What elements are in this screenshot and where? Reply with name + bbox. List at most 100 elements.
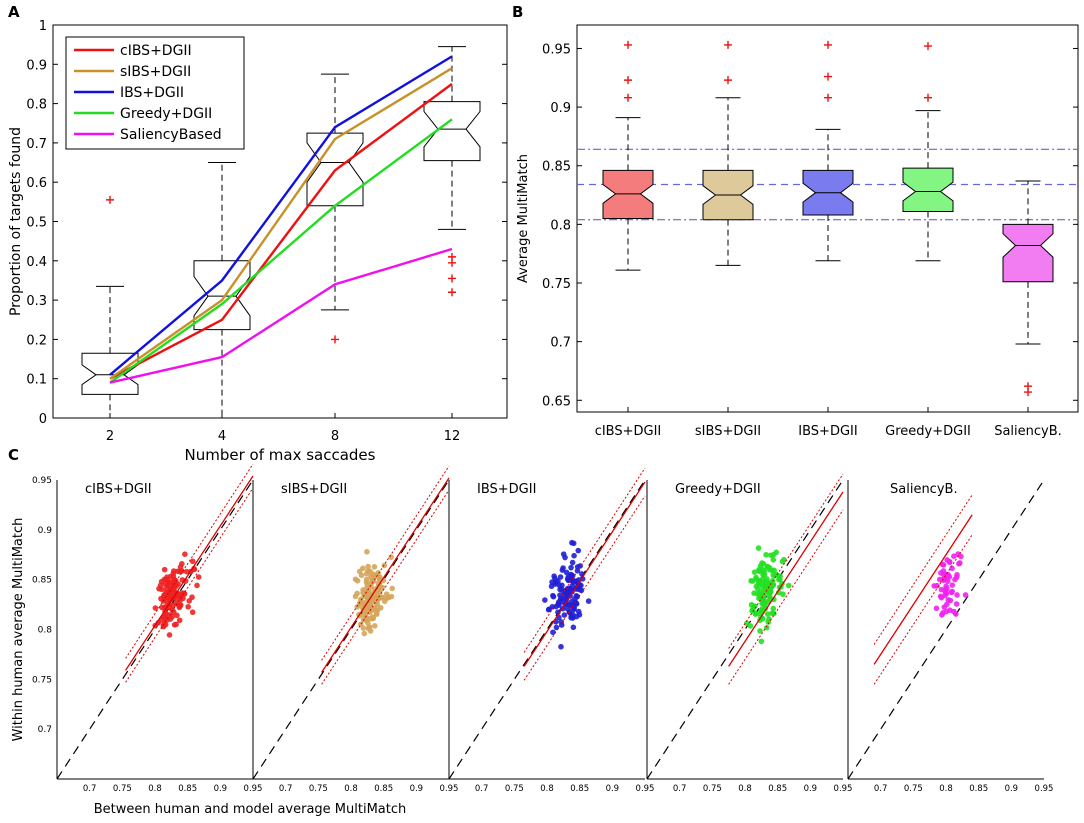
scatter-point bbox=[182, 551, 188, 557]
box-b-saliencyb--box bbox=[1002, 223, 1054, 283]
scatter-point bbox=[368, 600, 374, 607]
scatter-point bbox=[566, 576, 573, 583]
x-tick-label-c: 0.8 bbox=[344, 784, 358, 794]
scatter-subplot-saliencyb-: 0.7 0.75 0.8 0.85 0.9 0.95 SaliencyB. bbox=[847, 479, 1053, 794]
panel-b-chart: 0.65 0.7 0.75 0.8 0.85 0.9 0.95 Average MultiMa… bbox=[516, 24, 1079, 439]
scatter-point bbox=[755, 545, 762, 551]
x-tick-label-b: sIBS+DGII bbox=[695, 424, 761, 439]
x-axis-label-c: Between human and model average MultiMat… bbox=[94, 802, 407, 817]
scatter-point bbox=[761, 601, 767, 607]
fit-line bbox=[728, 491, 844, 667]
y-tick-label-c: 0.75 bbox=[32, 675, 52, 685]
scatter-point bbox=[553, 624, 560, 631]
subplot-title-c: sIBS+DGII bbox=[281, 482, 347, 497]
scatter-point bbox=[770, 582, 777, 588]
y-tick-label-a: 0.3 bbox=[26, 294, 47, 309]
scatter-point bbox=[365, 563, 371, 570]
scatter-point bbox=[571, 552, 577, 559]
scatter-point bbox=[770, 557, 777, 563]
scatter-point bbox=[749, 578, 756, 584]
scatter-point bbox=[162, 581, 168, 588]
scatter-point bbox=[943, 583, 949, 590]
scatter-point bbox=[551, 573, 557, 579]
y-tick-label-c: 0.95 bbox=[32, 476, 52, 486]
scatter-point bbox=[156, 585, 162, 592]
scatter-point bbox=[764, 563, 771, 570]
scatter-subplot-greedy-dgii: 0.7 0.75 0.8 0.85 0.9 0.95 Greedy+DGII bbox=[646, 473, 853, 794]
identity-line bbox=[847, 479, 1045, 780]
y-tick-label-a: 0.4 bbox=[26, 255, 47, 270]
scatter-point bbox=[363, 576, 370, 583]
scatter-point bbox=[755, 586, 761, 592]
scatter-point bbox=[948, 589, 955, 596]
y-axis-label-b: Average MultiMatch bbox=[516, 154, 531, 283]
scatter-point bbox=[758, 638, 765, 645]
legend-label: cIBS+DGII bbox=[120, 43, 192, 59]
x-tick-label-a: 12 bbox=[444, 429, 461, 444]
x-tick-label-c: 0.95 bbox=[834, 784, 853, 794]
scatter-point bbox=[760, 572, 766, 578]
scatter-point bbox=[352, 576, 359, 583]
scatter-point bbox=[569, 559, 576, 566]
scatter-point bbox=[195, 574, 202, 580]
fit-band-lower bbox=[728, 509, 844, 685]
y-tick-label-a: 0.1 bbox=[26, 373, 47, 388]
scatter-point bbox=[781, 556, 787, 563]
x-tick-label-c: 0.95 bbox=[440, 784, 459, 794]
box-a-12-box bbox=[423, 101, 481, 162]
panel-label-c: C bbox=[8, 446, 19, 464]
scatter-point bbox=[956, 560, 963, 566]
y-tick-label-b: 0.65 bbox=[542, 394, 571, 409]
scatter-point bbox=[753, 574, 759, 581]
scatter-point bbox=[751, 569, 758, 575]
scatter-point bbox=[167, 579, 173, 586]
scatter-point bbox=[371, 564, 378, 570]
scatter-point bbox=[365, 620, 371, 626]
outlier-b bbox=[724, 76, 732, 85]
box-b-cibs-dgii-box bbox=[602, 169, 654, 219]
x-tick-label-c: 0.9 bbox=[606, 784, 620, 794]
fit-band-upper bbox=[321, 465, 450, 661]
x-tick-label-c: 0.9 bbox=[804, 784, 818, 794]
scatter-point bbox=[183, 568, 190, 575]
scatter-point bbox=[189, 594, 195, 601]
scatter-point bbox=[364, 548, 370, 555]
scatter-point bbox=[182, 578, 189, 584]
scatter-point bbox=[758, 594, 765, 600]
scatter-point bbox=[562, 554, 568, 561]
y-tick-label-a: 1 bbox=[39, 19, 47, 34]
scatter-point bbox=[785, 582, 792, 589]
scatter-point bbox=[940, 577, 947, 584]
fit-band-lower bbox=[873, 534, 973, 685]
scatter-point bbox=[944, 557, 950, 563]
scatter-point bbox=[360, 625, 367, 631]
fit-line bbox=[125, 475, 254, 671]
x-tick-label-b: IBS+DGII bbox=[798, 424, 857, 439]
fit-band-upper bbox=[873, 494, 973, 645]
scatter-point bbox=[763, 551, 769, 558]
x-tick-label-a: 2 bbox=[106, 429, 114, 444]
scatter-point bbox=[558, 643, 564, 650]
scatter-point bbox=[362, 601, 368, 607]
scatter-point bbox=[757, 628, 763, 634]
scatter-point bbox=[173, 595, 180, 602]
x-tick-label-c: 0.85 bbox=[178, 784, 197, 794]
scatter-point bbox=[552, 581, 559, 587]
x-tick-label-c: 0.85 bbox=[768, 784, 787, 794]
scatter-point bbox=[381, 598, 388, 605]
scatter-point bbox=[754, 590, 761, 597]
scatter-point bbox=[938, 570, 944, 576]
scatter-point bbox=[773, 549, 780, 556]
scatter-point bbox=[189, 609, 196, 616]
scatter-point bbox=[360, 590, 366, 596]
scatter-point bbox=[777, 576, 783, 583]
fit-band-upper bbox=[728, 473, 844, 649]
scatter-point bbox=[561, 612, 568, 618]
scatter-point bbox=[949, 582, 956, 588]
scatter-point bbox=[938, 586, 945, 593]
outlier-b bbox=[724, 40, 732, 49]
outlier-b bbox=[824, 93, 832, 102]
x-tick-label-a: 4 bbox=[218, 429, 226, 444]
scatter-point bbox=[371, 586, 378, 593]
outlier-b bbox=[624, 40, 632, 49]
